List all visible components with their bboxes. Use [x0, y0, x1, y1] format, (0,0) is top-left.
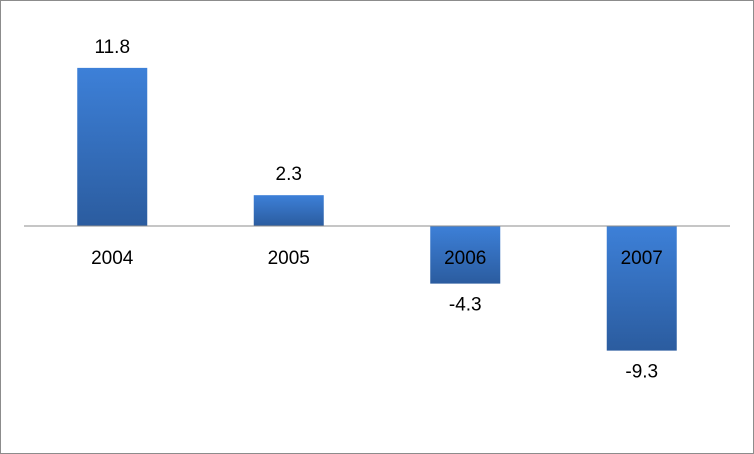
bar [430, 226, 501, 284]
x-tick-label: 2007 [621, 248, 663, 269]
data-label: 11.8 [94, 37, 130, 58]
x-tick-label: 2004 [91, 248, 134, 269]
bar [253, 195, 324, 226]
bar [77, 67, 148, 226]
x-tick-label: 2006 [444, 248, 486, 269]
data-label: -4.3 [449, 295, 482, 316]
x-tick-label: 2005 [268, 248, 310, 269]
bar [606, 226, 677, 351]
data-label: -9.3 [625, 362, 658, 383]
data-label: 2.3 [276, 164, 302, 185]
